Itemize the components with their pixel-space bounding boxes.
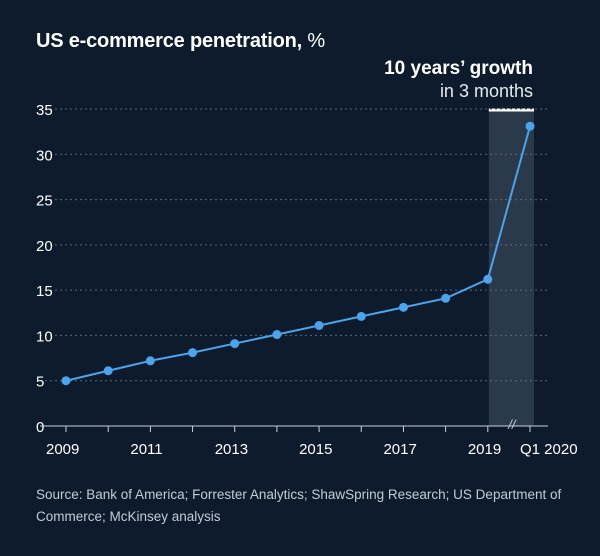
annotation-subtext: in 3 months [439,81,533,101]
source-note: Source: Bank of America; Forrester Analy… [36,487,562,524]
y-tick-label-0: 0 [36,419,44,436]
highlight-band [488,109,534,426]
data-point-2011 [145,356,155,366]
x-tick-label-2013: 2013 [215,441,248,458]
x-tick-label-2015: 2015 [299,441,332,458]
x-tick-label-Q1-2020: Q1 2020 [520,441,578,458]
series-line-0 [65,125,531,382]
data-point-2019 [483,274,493,284]
y-tick-label-10: 10 [36,328,53,345]
x-tick-label-2019: 2019 [468,441,501,458]
axis-break-mark: // [507,417,517,432]
x-tick-label-2017: 2017 [383,441,416,458]
data-point-2015 [314,320,324,330]
data-point-2016 [356,311,366,321]
highlight-annotation: 10 years’ growth in 3 months [384,58,533,102]
y-tick-label-20: 20 [36,238,53,255]
y-tick-label-25: 25 [36,193,53,210]
annotation-headline: 10 years’ growth [384,58,533,79]
data-point-2014 [272,330,282,340]
x-tick-label-2009: 2009 [46,441,79,458]
data-point-2018 [441,293,451,303]
y-tick-label-15: 15 [36,283,53,300]
data-point-2017 [398,302,408,312]
y-tick-label-5: 5 [36,374,44,391]
line-chart: 0 5 10 15 20 25 30 35 2009 2011 2013 2015 2017 2019 Q1… [36,102,578,458]
data-point-Q1-2020 [525,121,535,131]
data-point-2009 [61,376,71,386]
data-point-2010 [103,366,113,376]
data-point-2013 [230,339,240,349]
chart-title-unit: % [307,30,325,52]
data-point-2012 [188,348,198,358]
chart-title: US e-commerce penetration, % [36,30,325,53]
chart-title-text: US e-commerce penetration, [36,30,302,52]
y-tick-label-30: 30 [36,147,53,164]
y-tick-label-35: 35 [36,102,53,119]
x-tick-label-2011: 2011 [130,441,162,458]
